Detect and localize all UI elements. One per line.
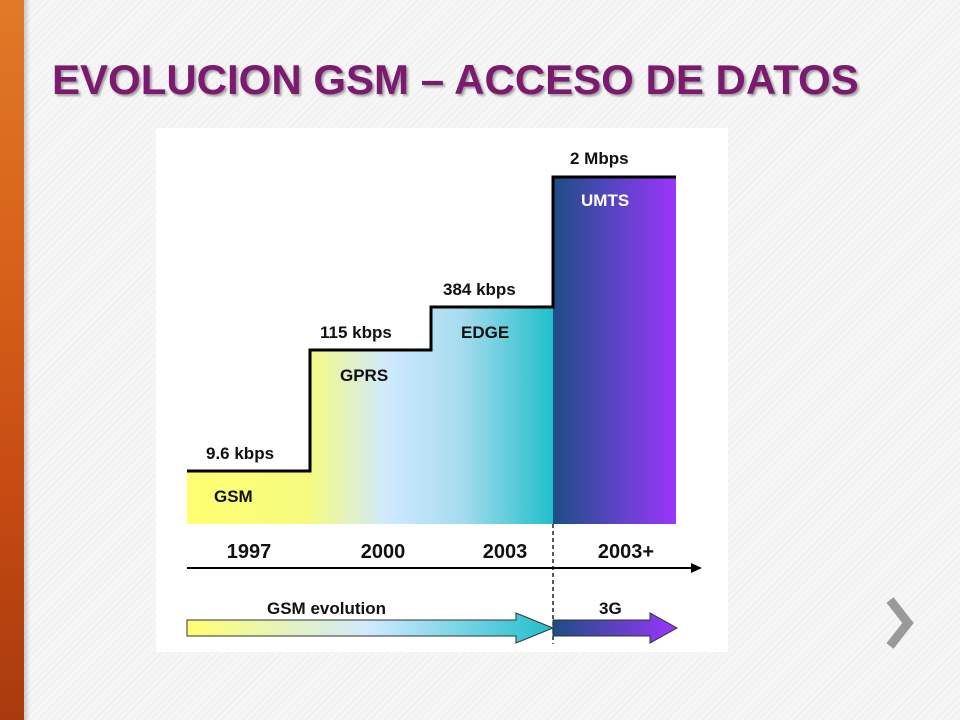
3g-arrow [552,612,679,644]
speed-step-outline [187,175,676,473]
year-label-2003-plus: 2003+ [598,541,654,563]
tech-label-gsm: GSM [214,487,253,506]
gsm-evolution-diagram: 9.6 kbps 115 kbps 384 kbps 2 Mbps GSM GP… [156,128,728,652]
timeline-arrowhead [691,563,702,573]
gsm-evolution-area [187,307,553,524]
speed-label-gsm: 9.6 kbps [206,444,274,463]
speed-label-edge: 384 kbps [443,280,516,299]
phase-label-3g: 3G [599,599,622,618]
phase-label-gsm-evolution: GSM evolution [267,599,386,618]
speed-label-umts: 2 Mbps [570,149,629,168]
gsm-evolution-arrow [186,612,555,644]
tech-label-edge: EDGE [461,323,509,342]
tech-label-umts: UMTS [581,191,629,210]
year-label-2000: 2000 [361,541,406,563]
slide-title: EVOLUCION GSM – ACCESO DE DATOS [52,56,859,103]
tech-label-gprs: GPRS [340,366,388,385]
year-label-1997: 1997 [227,541,272,563]
umts-block [553,177,676,524]
year-label-2003: 2003 [483,541,528,563]
side-accent-bar [0,0,30,720]
speed-label-gprs: 115 kbps [320,323,392,342]
chevron-right-icon[interactable] [882,596,922,650]
